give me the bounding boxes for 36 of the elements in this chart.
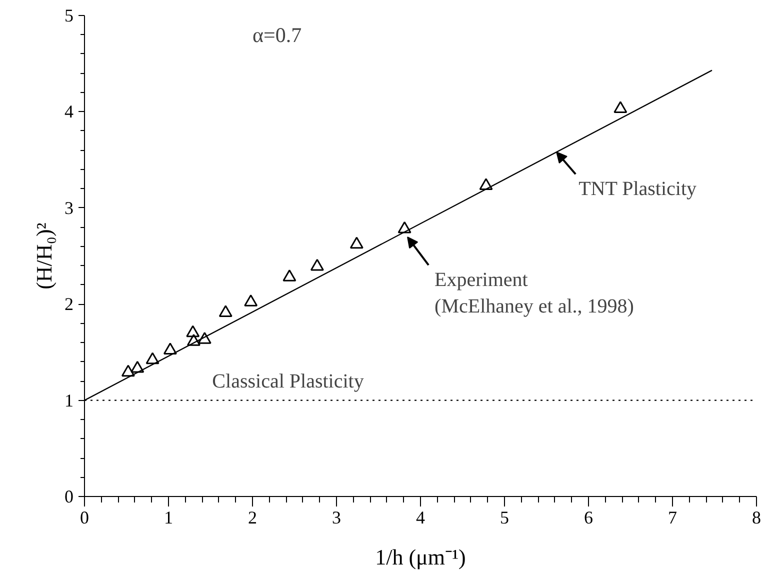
annotation: Experiment (McElhaney et al., 1998) [434,269,634,318]
point [130,360,144,373]
x-tick-label: 4 [416,508,425,528]
y-tick-label: 0 [64,486,74,506]
y-tick-label: 4 [64,102,74,122]
point [350,236,364,249]
y-tick-label: 3 [64,198,74,218]
x-tick-label: 5 [500,508,509,528]
point [121,364,135,377]
ref-line-label: Classical Plasticity [212,370,364,392]
point [398,221,412,234]
point [479,178,493,190]
point [282,269,296,282]
y-tick-label: 2 [64,294,74,314]
point [186,325,200,338]
x-tick-label: 6 [584,508,593,528]
x-tick-label: 2 [248,508,257,528]
point [146,352,160,364]
y-tick-label: 5 [64,6,74,26]
point [244,294,258,306]
point [163,342,177,354]
x-tick-label: 1 [164,508,173,528]
point [218,305,232,317]
point [186,334,200,346]
point [310,258,324,271]
x-tick-label: 8 [752,508,761,528]
y-axis-title: (H/H₀)² [32,222,56,290]
annotation: TNT Plasticity [578,178,697,200]
point [198,332,212,344]
x-tick-label: 3 [332,508,341,528]
y-tick-label: 1 [64,390,74,410]
point [614,101,628,114]
x-tick-label: 0 [80,508,89,528]
annotation: α=0.7 [252,22,302,47]
x-axis-title: 1/h (μm⁻¹) [375,544,466,570]
x-tick-label: 7 [668,508,677,528]
